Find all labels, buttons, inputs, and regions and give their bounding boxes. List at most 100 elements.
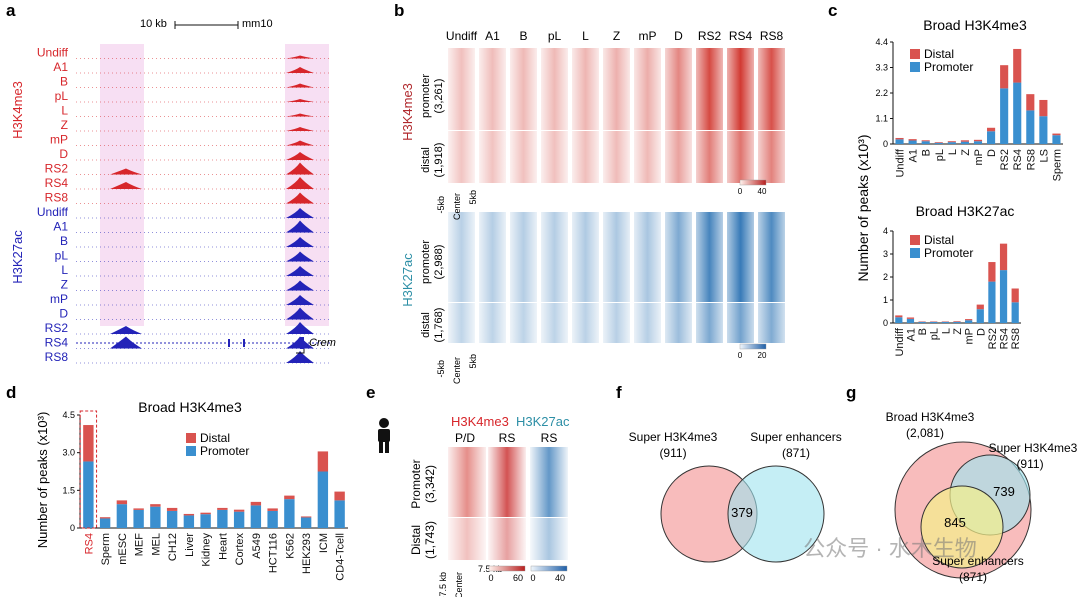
track-peak-right: [286, 280, 314, 291]
bar-promoter: [300, 517, 312, 528]
panel-label-g: g: [846, 383, 856, 402]
x-tick-label: Sperm: [100, 533, 112, 565]
x-tick-label: Z: [960, 149, 972, 156]
bar-promoter: [960, 141, 969, 144]
bar-distal: [233, 509, 245, 512]
panel-label-b: b: [394, 1, 404, 20]
bar-promoter: [965, 320, 973, 323]
legend-label-distal: Distal: [924, 233, 954, 247]
label-promoter-bottom: promoter: [420, 240, 432, 284]
x-tick-label: D: [975, 328, 987, 336]
bar-promoter: [1052, 135, 1061, 144]
legend-label-promoter: Promoter: [200, 444, 249, 458]
heatmap-cell-h3k27ac-promoter: [541, 212, 568, 302]
track-peak-right: [286, 152, 314, 160]
bar-distal: [895, 137, 904, 140]
venn-super-enhancers-g: [920, 485, 1004, 569]
track-peak-right: [286, 127, 314, 131]
track-label: L: [61, 263, 68, 277]
heatmap-cell-h3k27ac-promoter: [572, 212, 599, 302]
legend-label-distal: Distal: [924, 47, 954, 61]
venn-g-mid-count: (911): [1016, 457, 1043, 471]
heatmap-cell-h3k4me3-promoter: [572, 48, 599, 130]
x-tick-label: Sperm: [1051, 149, 1063, 181]
bar-distal: [895, 315, 903, 318]
y-tick-label: 0: [883, 139, 888, 149]
track-label: B: [60, 75, 68, 89]
heatmap-cell-h3k27ac-distal: [665, 303, 692, 343]
bar-promoter: [133, 509, 144, 528]
watermark: 公众号 · 水木生物: [803, 536, 977, 561]
track-peak-right: [286, 322, 314, 334]
track-label: pL: [55, 249, 69, 263]
bar-distal: [300, 516, 312, 518]
heatmap-grid: [448, 48, 785, 343]
heatmap-column-label: A1: [485, 29, 500, 43]
track-peak-right: [286, 113, 314, 117]
bar-distal: [934, 142, 943, 143]
venn-g-big-label: Broad H3K4me3: [886, 410, 975, 424]
col-label-pd: P/D: [455, 431, 475, 445]
heatmap-e-cell: [488, 447, 526, 517]
x-tick-label: MEL: [150, 533, 162, 556]
track-label: RS4: [45, 176, 69, 190]
bar-distal: [200, 512, 211, 515]
track-label: A1: [53, 60, 68, 74]
heatmap-column-label: RS2: [698, 29, 722, 43]
count-promoter-e: (3,342): [423, 465, 437, 503]
heatmap-cell-h3k4me3-promoter: [510, 48, 537, 130]
bar-promoter: [267, 510, 278, 528]
track-peak-left: [110, 182, 142, 189]
track-peak-right: [286, 67, 314, 73]
heatmap-cell-h3k4me3-distal: [448, 131, 475, 183]
row-group-h3k4me3: H3K4me3: [400, 83, 415, 141]
heatmap-cell-h3k4me3-distal: [665, 131, 692, 183]
bar-promoter: [183, 515, 195, 528]
scale-bar-label: 10 kb: [140, 18, 167, 30]
scale-top-min: 0: [738, 187, 743, 196]
chart-broad-h3k4me3-celltypes: Broad H3K4me3 0 1.5 3.0 4.5 RS4 Sperm mESC MEF ME…: [62, 399, 348, 581]
track-peak-right: [286, 295, 314, 305]
legend-swatch-promoter: [910, 62, 920, 72]
label-h3k4me3-e: H3K4me3: [451, 414, 509, 429]
genome-label: mm10: [242, 18, 273, 30]
count-promoter-top: (3,261): [433, 79, 445, 114]
heatmap-cell-h3k4me3-distal: [634, 131, 661, 183]
y-tick-label: 2.2: [875, 88, 888, 98]
bar-promoter: [233, 511, 245, 528]
bar-distal: [1052, 133, 1061, 136]
x-tick-label: pL: [929, 328, 941, 340]
bar-distal: [133, 508, 144, 510]
bar-promoter: [999, 270, 1008, 323]
x-tick-label: Undiff: [894, 327, 906, 356]
heatmap-cell-h3k27ac-promoter: [448, 212, 475, 302]
heatmap-cell-h3k4me3-promoter: [634, 48, 661, 130]
x-tick-label: RS8: [1025, 149, 1037, 170]
col-label-rs-2: RS: [541, 431, 558, 445]
venn-f-overlap: 379: [731, 505, 753, 520]
bar-promoter: [973, 141, 983, 144]
bar-promoter: [906, 318, 915, 323]
bar-promoter: [953, 321, 961, 323]
x-tick-label: A1: [905, 328, 917, 341]
bar-promoter: [1013, 82, 1022, 144]
heatmap-cell-h3k4me3-promoter: [479, 48, 506, 130]
heatmap-column-label: D: [674, 29, 683, 43]
bar-promoter: [83, 461, 94, 528]
bar-distal: [908, 139, 917, 141]
track-peak-right: [286, 208, 314, 218]
highlight-box-rs4: [79, 410, 98, 529]
heatmap-e-cell: [530, 518, 568, 560]
bar-distal: [947, 141, 956, 143]
bar-distal: [988, 262, 996, 282]
scale-top-max: 40: [758, 187, 767, 196]
x-tick-label: ICM: [318, 533, 330, 553]
panel-label-f: f: [616, 383, 622, 402]
panel-e: H3K4me3 H3K27ac P/D RS RS Promoter (3,34…: [378, 414, 570, 597]
heatmap-cell-h3k27ac-distal: [727, 303, 754, 343]
label-distal-e: Distal: [409, 525, 423, 555]
heatmap-cell-h3k27ac-promoter: [727, 212, 754, 302]
panel-label-e: e: [366, 383, 375, 402]
chart-title: Broad H3K4me3: [923, 17, 1027, 33]
